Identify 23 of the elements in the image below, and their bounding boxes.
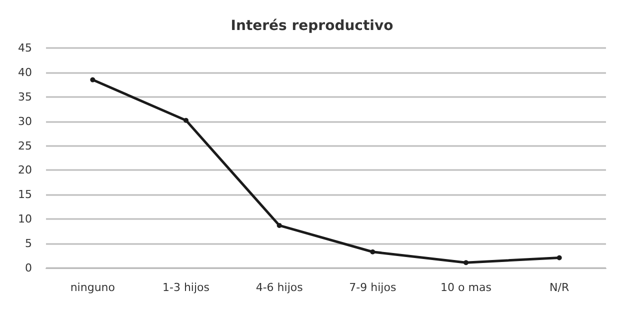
y-tick-label: 15	[18, 188, 32, 202]
x-tick-label: ninguno	[70, 281, 116, 294]
y-tick-label: 10	[18, 212, 32, 226]
y-tick-label: 40	[18, 66, 32, 79]
y-tick-label: 20	[18, 164, 32, 177]
point	[370, 249, 376, 254]
y-tick-label: 30	[18, 114, 32, 128]
x-tick-label: 7-9 hijos	[349, 281, 396, 294]
x-tick-label: 4-6 hijos	[256, 281, 304, 294]
y-tick-label: 5	[25, 237, 32, 250]
y-tick-label: 45	[18, 42, 32, 54]
y-tick-label: 25	[18, 139, 32, 152]
point	[464, 260, 468, 266]
chart-title: Interés reproductivo	[230, 18, 394, 34]
point	[276, 222, 282, 228]
x-tick-label: 1-3 hijos	[162, 281, 210, 294]
y-tick-label: 0	[25, 262, 32, 274]
x-tick-label: N/R	[550, 281, 570, 294]
point	[90, 77, 96, 82]
y-tick-label: 35	[18, 90, 32, 104]
point	[556, 255, 562, 260]
x-tick-label: 10 o mas	[440, 281, 492, 294]
point	[184, 118, 188, 123]
